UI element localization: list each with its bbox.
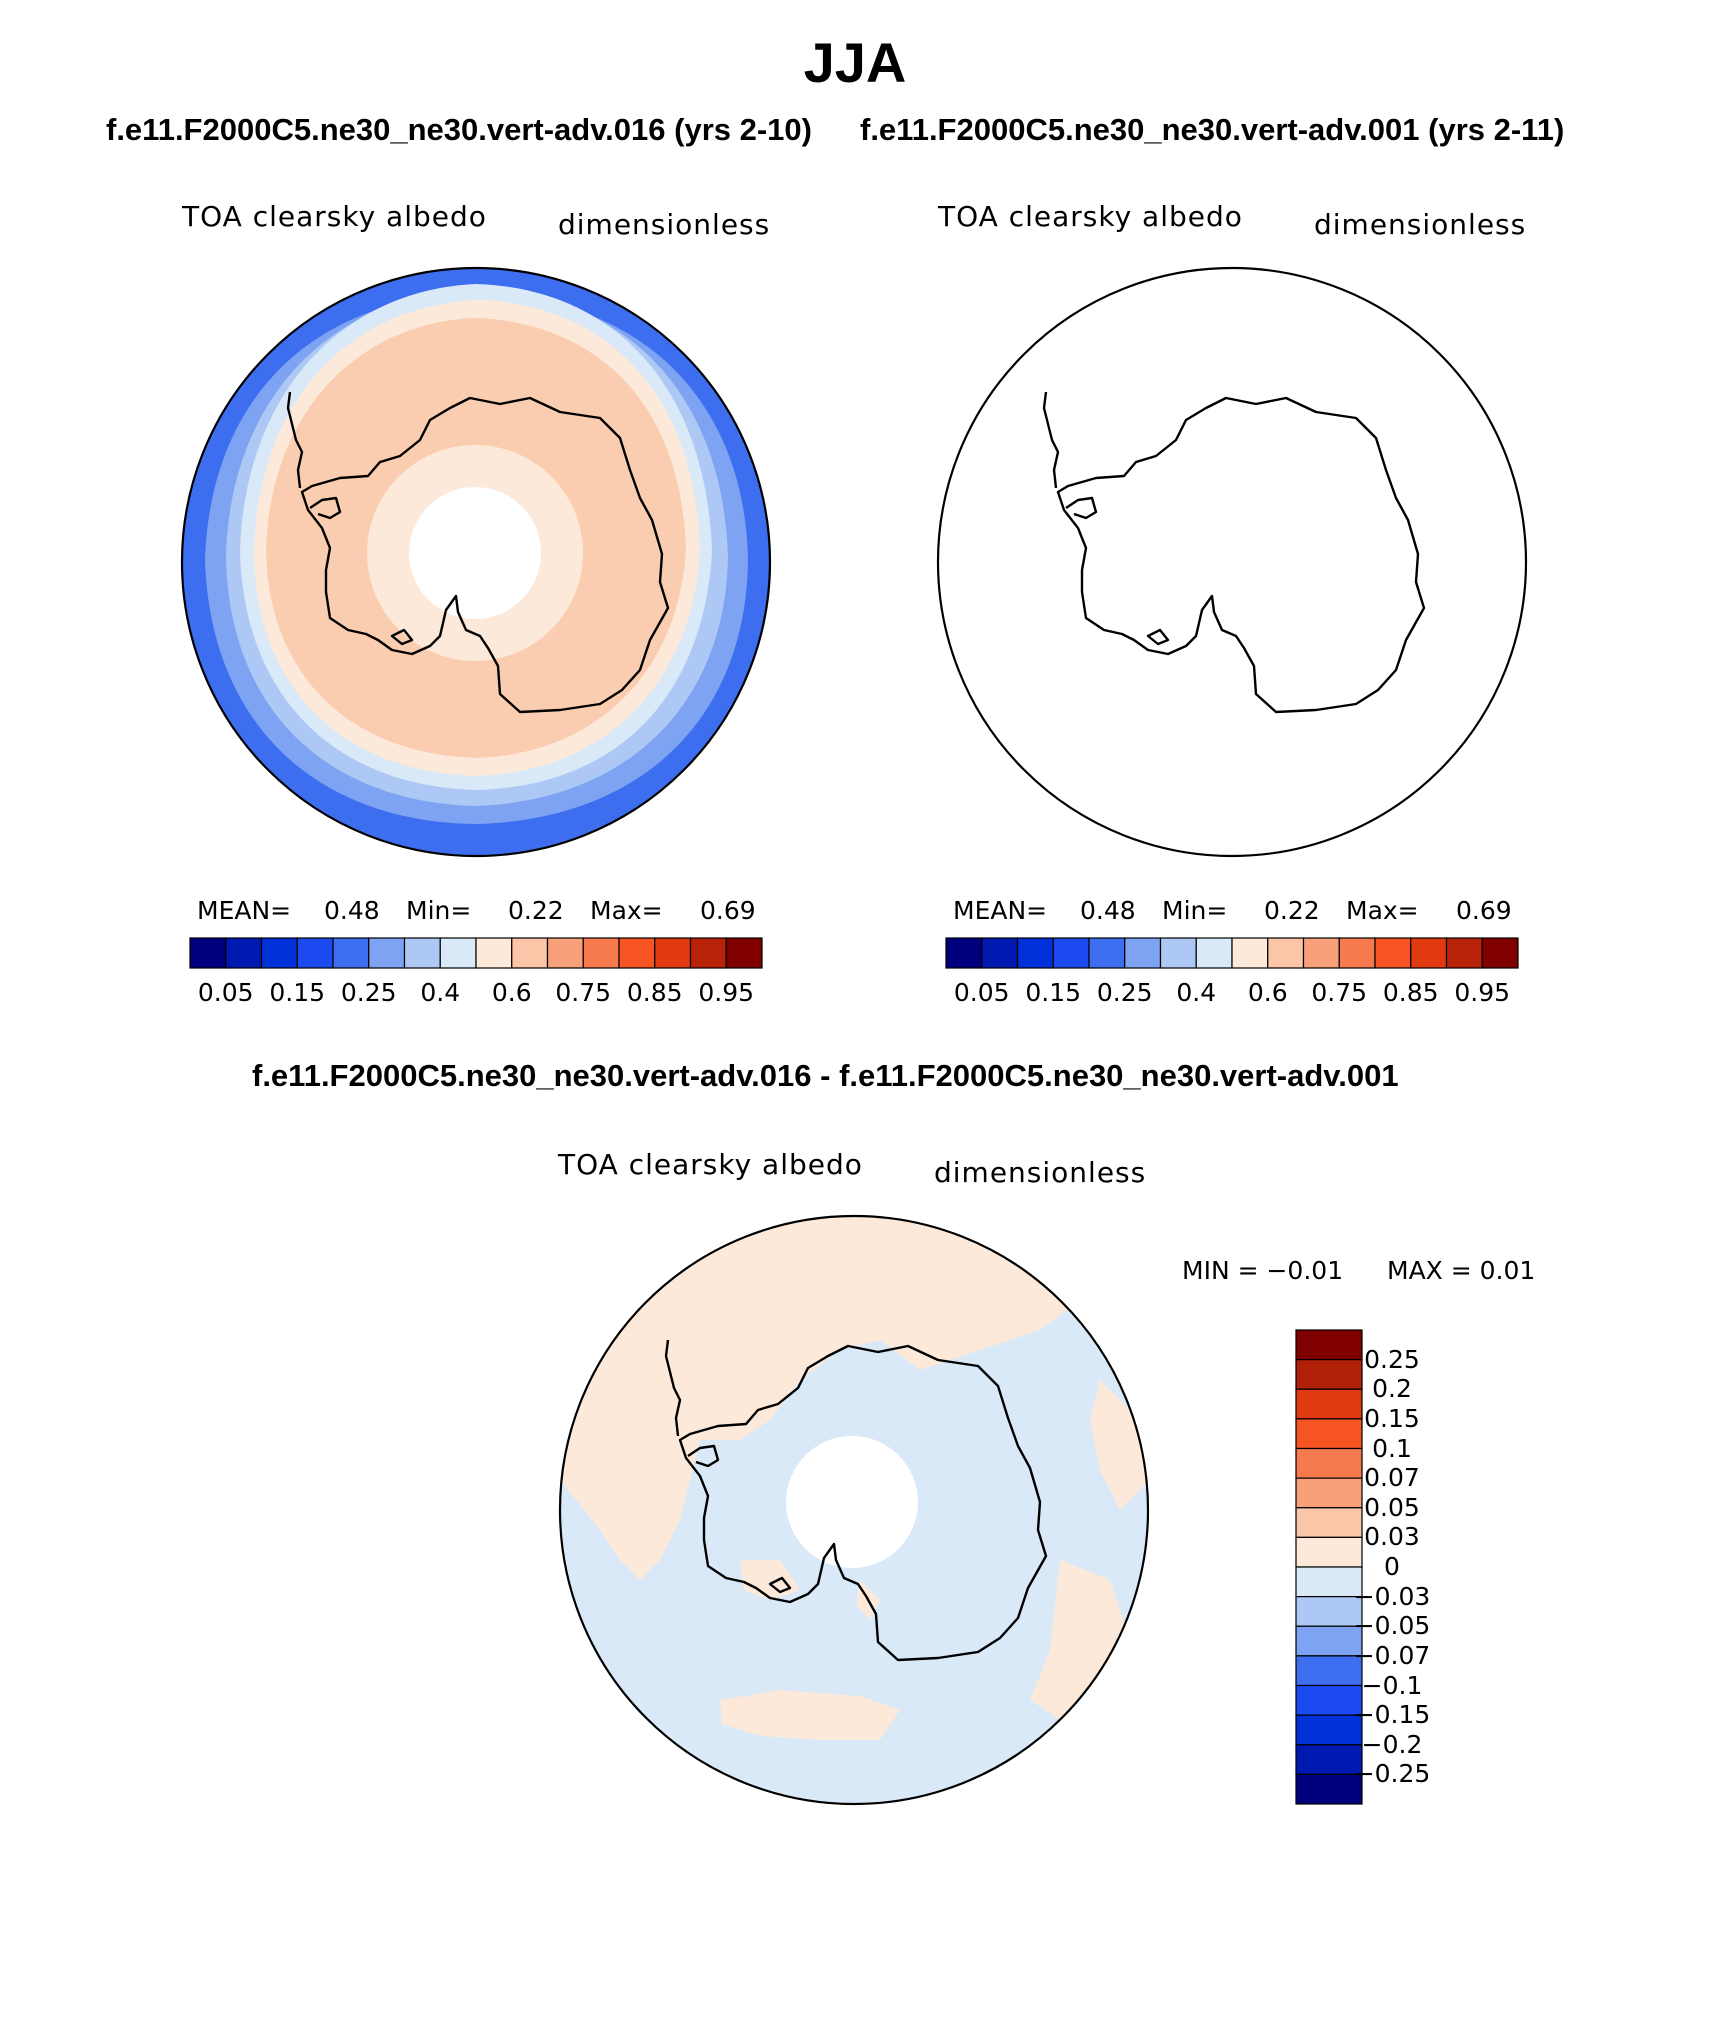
left-mean-value: 0.48 xyxy=(324,896,380,925)
right-max-value: 0.69 xyxy=(1456,896,1512,925)
right-colorbar-tick-label: 0.75 xyxy=(1311,978,1368,1007)
left-colorbar-tick-label: 0.05 xyxy=(197,978,254,1007)
diff-colorbar-tick-label: 0 xyxy=(1384,1552,1400,1581)
right-colorbar-tick-label: 0.15 xyxy=(1025,978,1082,1007)
diff-colorbar-tick-label: −0.1 xyxy=(1361,1670,1423,1700)
diff-colorbar-swatch xyxy=(1295,1744,1363,1775)
diff-colorbar-tick-label: 0.25 xyxy=(1364,1344,1420,1374)
left-variable-label: TOA clearsky albedo xyxy=(182,200,487,233)
diff-colorbar-tick-label: −0.15 xyxy=(1353,1700,1431,1730)
left-colorbar-swatch xyxy=(725,937,763,969)
right-colorbar-tick-label: 0.05 xyxy=(953,978,1010,1007)
right-colorbar-swatch xyxy=(1374,937,1412,969)
right-colorbar-swatch xyxy=(1195,937,1233,969)
left-min-label: Min= xyxy=(406,896,472,925)
right-colorbar-swatch xyxy=(1231,937,1269,969)
diff-colorbar-swatch xyxy=(1295,1773,1363,1805)
left-colorbar-swatch xyxy=(618,937,656,969)
right-colorbar-swatch xyxy=(1159,937,1197,969)
diff-colorbar-tick-label: −0.07 xyxy=(1353,1640,1431,1670)
left-colorbar-tick-label: 0.75 xyxy=(555,978,612,1007)
right-colorbar-tick-label: 0.95 xyxy=(1454,978,1511,1007)
diff-colorbar-swatch xyxy=(1295,1447,1363,1479)
right-colorbar-ticks: 0.05 0.15 0.25 0.4 0.6 0.75 0.85 0.95 xyxy=(946,978,1518,1012)
difference-colorbar xyxy=(1295,1329,1363,1805)
diff-colorbar-swatch xyxy=(1295,1388,1363,1420)
left-colorbar-tick-label: 0.15 xyxy=(269,978,326,1007)
left-colorbar-tick-label: 0.85 xyxy=(626,978,683,1007)
difference-title: f.e11.F2000C5.ne30_ne30.vert-adv.016 - f… xyxy=(252,1058,1399,1093)
diff-colorbar-swatch xyxy=(1295,1655,1363,1687)
left-mean-label: MEAN= xyxy=(197,896,292,925)
left-colorbar-swatch xyxy=(546,937,584,969)
difference-colorbar-ticks: 0.25 0.2 0.15 0.1 0.07 0.05 0.03 0 −0.03 −0.05 −0.… xyxy=(1342,1330,1462,1804)
right-colorbar-tick-label: 0.85 xyxy=(1382,978,1439,1007)
diff-units-label: dimensionless xyxy=(934,1156,1147,1189)
right-colorbar-tick-label: 0.25 xyxy=(1096,978,1153,1007)
left-colorbar-tick-label: 0.6 xyxy=(491,978,532,1007)
left-colorbar-swatch xyxy=(511,937,549,969)
left-colorbar-swatch xyxy=(403,937,441,969)
diff-colorbar-tick-label: −0.2 xyxy=(1361,1729,1423,1759)
diff-colorbar-tick-label: −0.25 xyxy=(1353,1759,1431,1789)
diff-colorbar-tick-label: 0.15 xyxy=(1364,1403,1420,1433)
left-colorbar-swatch xyxy=(439,937,477,969)
diff-colorbar-swatch xyxy=(1295,1507,1363,1538)
left-colorbar-tick-label: 0.95 xyxy=(698,978,755,1007)
diff-colorbar-tick-label: −0.03 xyxy=(1353,1581,1431,1611)
right-variable-label: TOA clearsky albedo xyxy=(938,200,1243,233)
diff-colorbar-tick-label: 0.2 xyxy=(1372,1374,1412,1404)
left-max-label: Max= xyxy=(590,896,663,925)
diff-variable-label: TOA clearsky albedo xyxy=(558,1148,863,1181)
right-min-label: Min= xyxy=(1162,896,1228,925)
left-colorbar xyxy=(189,937,763,969)
right-max-label: Max= xyxy=(1346,896,1419,925)
right-units-label: dimensionless xyxy=(1314,208,1527,241)
right-panel-case-title: f.e11.F2000C5.ne30_ne30.vert-adv.001 (yr… xyxy=(860,112,1565,147)
diff-colorbar-tick-label: 0.1 xyxy=(1372,1433,1412,1463)
right-colorbar-tick-label: 0.6 xyxy=(1247,978,1288,1007)
diff-colorbar-swatch xyxy=(1295,1477,1363,1509)
left-colorbar-swatch xyxy=(654,937,692,969)
right-colorbar-tick-label: 0.4 xyxy=(1176,978,1217,1007)
left-max-value: 0.69 xyxy=(700,896,756,925)
left-colorbar-tick-label: 0.25 xyxy=(340,978,397,1007)
right-colorbar-swatch xyxy=(1302,937,1340,969)
right-min-value: 0.22 xyxy=(1264,896,1320,925)
left-panel-case-title: f.e11.F2000C5.ne30_ne30.vert-adv.016 (yr… xyxy=(106,112,812,147)
right-colorbar-swatch xyxy=(1338,937,1376,969)
left-colorbar-ticks: 0.05 0.15 0.25 0.4 0.6 0.75 0.85 0.95 xyxy=(190,978,762,1012)
left-min-value: 0.22 xyxy=(508,896,564,925)
diff-colorbar-swatch xyxy=(1295,1359,1363,1390)
figure-title: JJA xyxy=(803,31,907,94)
right-colorbar xyxy=(945,937,1519,969)
right-mean-value: 0.48 xyxy=(1080,896,1136,925)
diff-colorbar-tick-label: 0.05 xyxy=(1364,1492,1420,1522)
diff-colorbar-swatch xyxy=(1295,1714,1363,1746)
diff-colorbar-swatch xyxy=(1295,1329,1363,1361)
diff-min-stat: MIN = −0.01 xyxy=(1182,1256,1344,1285)
right-colorbar-swatch xyxy=(1445,937,1483,969)
diff-colorbar-tick-label: 0.03 xyxy=(1364,1522,1420,1552)
diff-max-stat: MAX = 0.01 xyxy=(1387,1256,1536,1285)
left-colorbar-swatch xyxy=(189,937,227,969)
left-units-label: dimensionless xyxy=(558,208,771,241)
left-colorbar-tick-label: 0.4 xyxy=(420,978,461,1007)
left-colorbar-swatch xyxy=(225,937,263,969)
right-mean-label: MEAN= xyxy=(953,896,1048,925)
diff-colorbar-tick-label: −0.05 xyxy=(1353,1611,1431,1641)
right-colorbar-swatch xyxy=(1481,937,1519,969)
diff-colorbar-tick-label: 0.07 xyxy=(1364,1463,1420,1493)
diff-colorbar-swatch xyxy=(1295,1566,1363,1598)
diff-colorbar-swatch xyxy=(1295,1596,1363,1627)
